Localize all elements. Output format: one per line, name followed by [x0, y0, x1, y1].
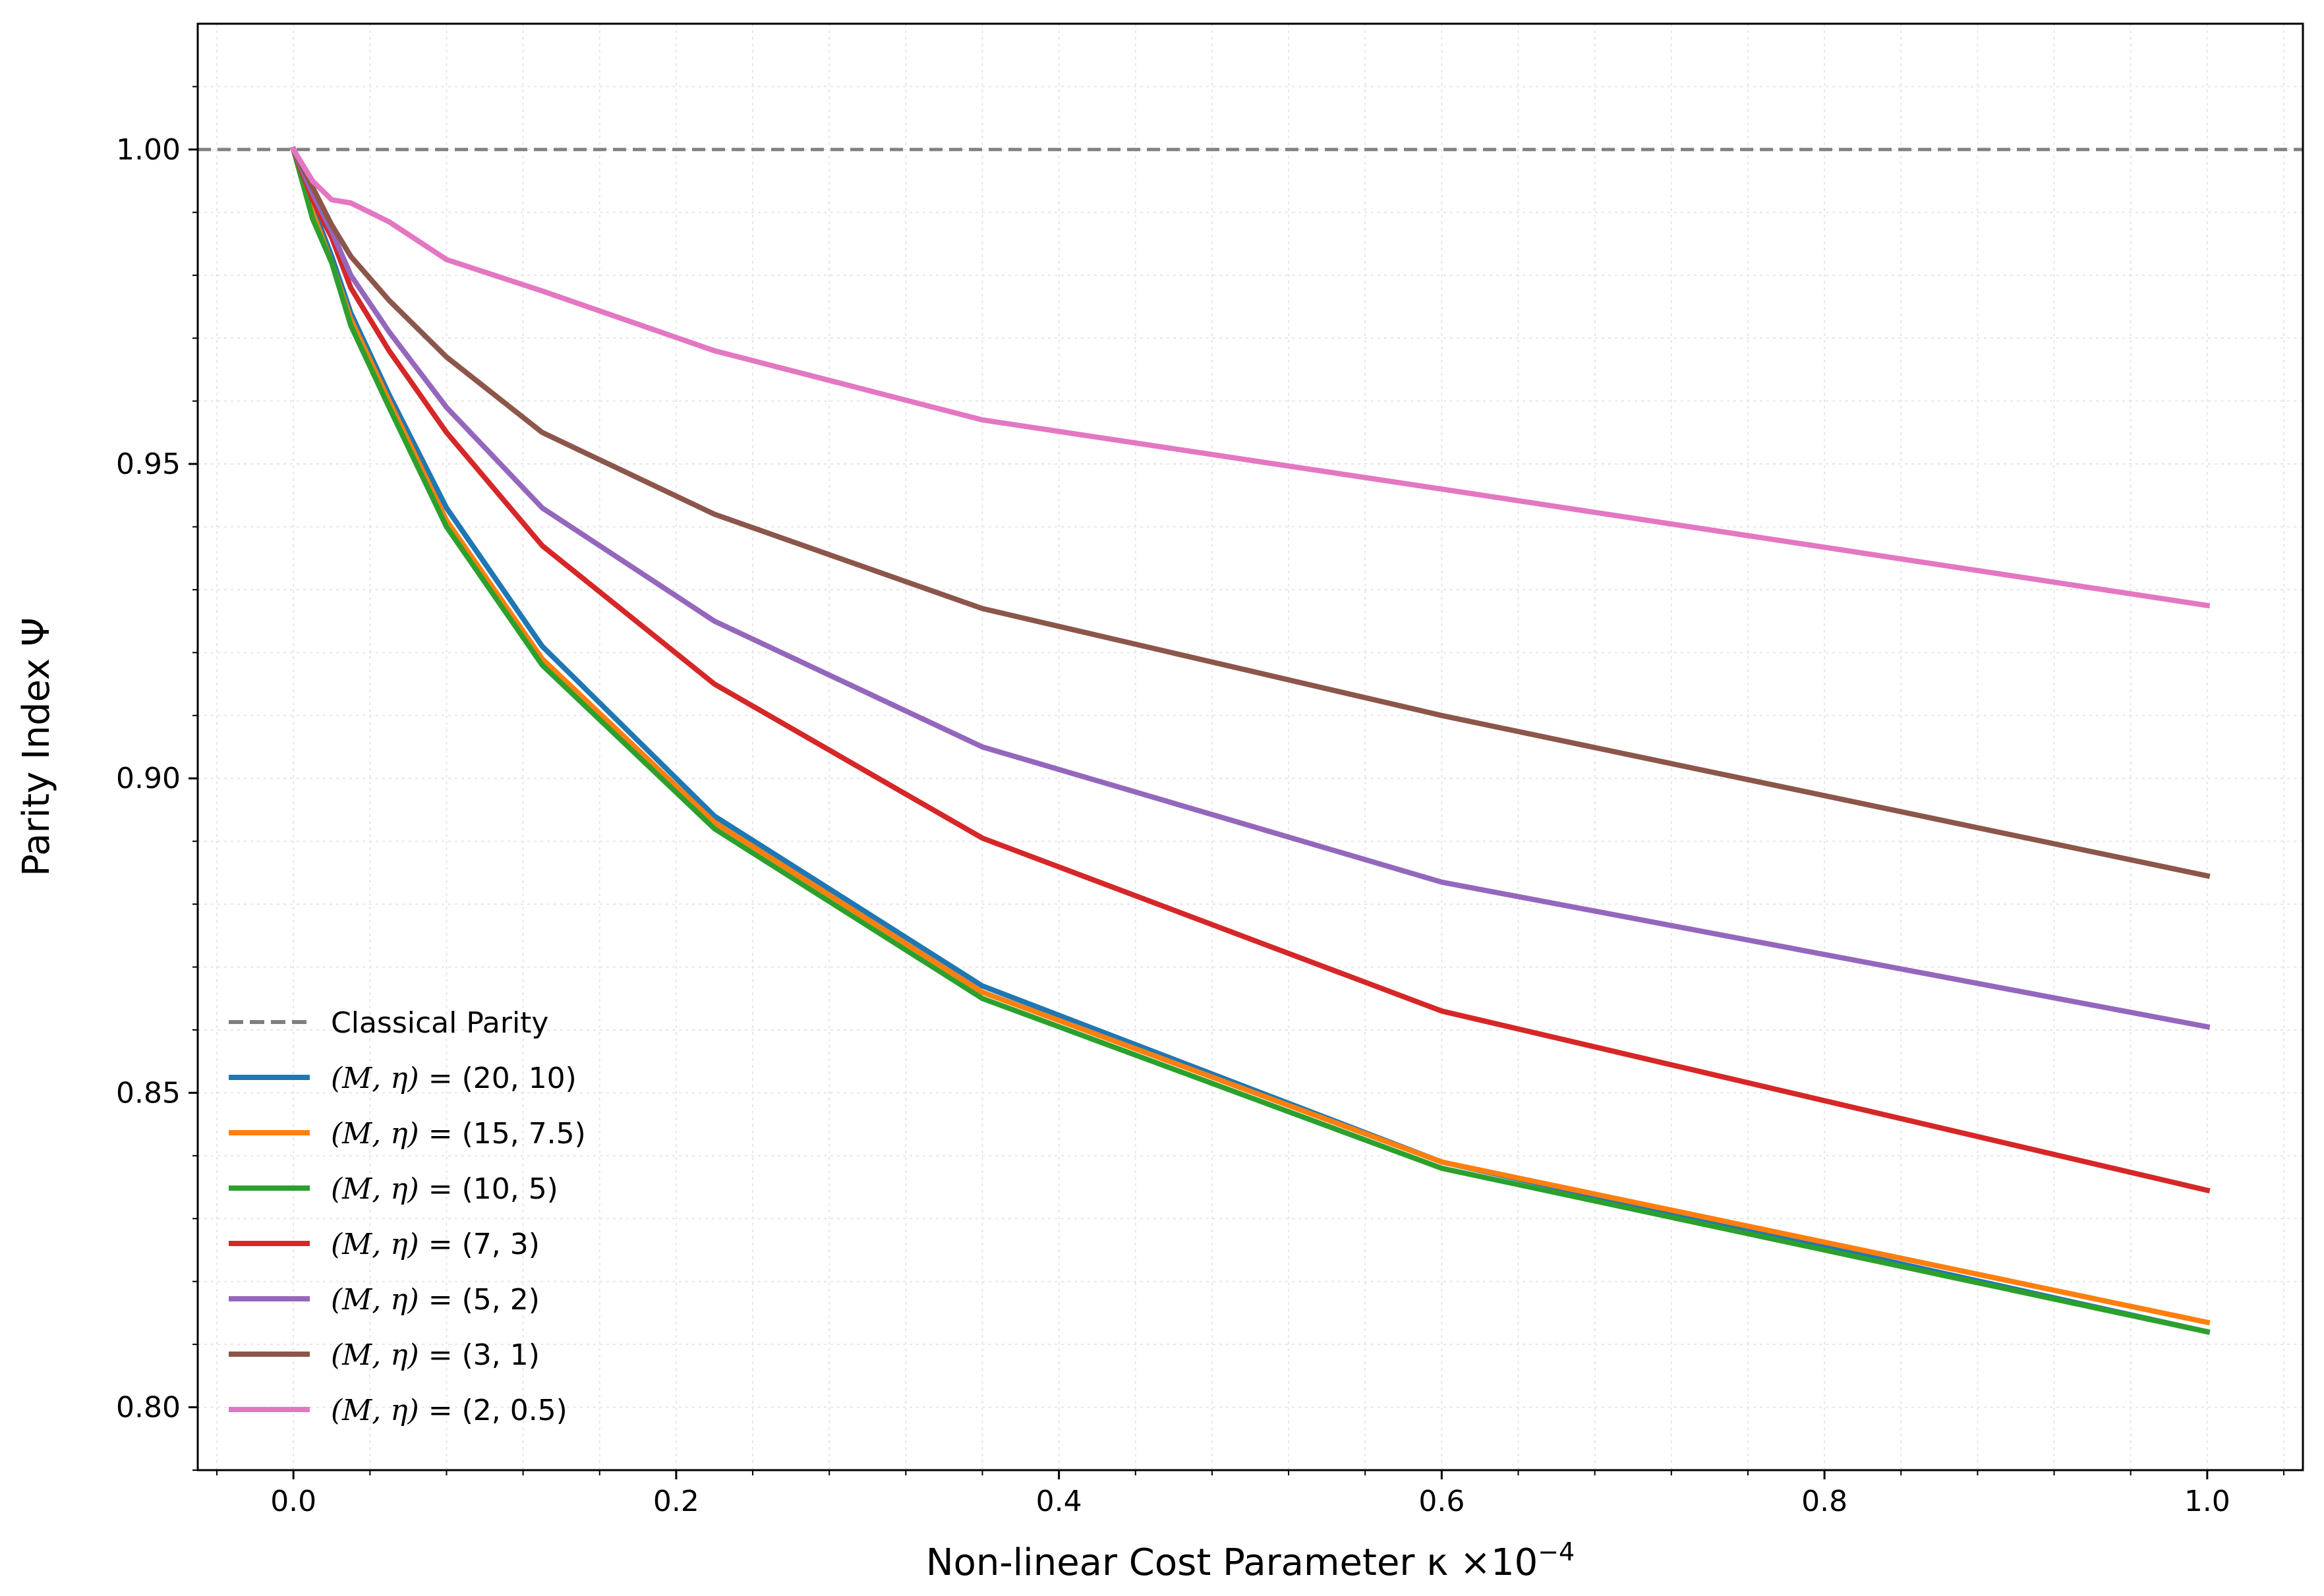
- legend-label-prefix: (M, η) =: [331, 1338, 462, 1372]
- x-tick-label: 1.0: [2184, 1485, 2230, 1518]
- series-line-4: [290, 146, 2211, 1194]
- y-tick-label: 0.80: [116, 1391, 181, 1425]
- series-line-7: [289, 146, 2211, 609]
- x-axis-title: Non-linear Cost Parameter κ ×10−4: [926, 1537, 1575, 1584]
- legend-label-prefix: (M, η) =: [331, 1283, 462, 1317]
- x-axis-ticks: 0.0 0.2 0.4 0.6 0.8 1.0: [216, 1470, 2284, 1518]
- legend-item-1: (M, η) = (20, 10): [229, 1062, 577, 1095]
- legend-label-value: (7, 3): [462, 1228, 540, 1261]
- legend-label-value: (20, 10): [462, 1062, 577, 1095]
- x-tick-label: 0.2: [653, 1485, 699, 1518]
- plot-area-frame: [196, 22, 2304, 1471]
- legend-label: (M, η) = (7, 3): [331, 1228, 540, 1261]
- x-axis-title-text: Non-linear Cost Parameter κ ×10: [926, 1541, 1538, 1584]
- x-tick-label: 0.0: [270, 1485, 316, 1518]
- x-axis-title-exponent: −4: [1538, 1537, 1575, 1566]
- legend-item-classical-parity: Classical Parity: [229, 1006, 548, 1040]
- legend-label: (M, η) = (10, 5): [331, 1172, 558, 1206]
- y-tick-label: 0.95: [116, 447, 181, 481]
- legend-item-7: (M, η) = (2, 0.5): [229, 1394, 567, 1427]
- y-tick-label: 0.90: [116, 762, 181, 795]
- legend-label-prefix: (M, η) =: [331, 1394, 462, 1427]
- legend-label-prefix: (M, η) =: [331, 1228, 462, 1261]
- legend-label: (M, η) = (15, 7.5): [331, 1117, 586, 1151]
- legend-label-prefix: (M, η) =: [331, 1117, 462, 1151]
- legend-label-value: (2, 0.5): [462, 1394, 567, 1427]
- legend-label-prefix: (M, η) =: [331, 1172, 462, 1206]
- legend-item-6: (M, η) = (3, 1): [229, 1338, 540, 1372]
- legend-label: (M, η) = (3, 1): [331, 1338, 540, 1372]
- legend-label-classical-parity: Classical Parity: [331, 1006, 548, 1040]
- legend-label-value: (15, 7.5): [462, 1117, 586, 1151]
- legend: Classical Parity (M, η) = (20, 10)(M, η)…: [229, 1006, 586, 1427]
- y-tick-label: 0.85: [116, 1076, 181, 1110]
- legend-label-prefix: (M, η) =: [331, 1062, 462, 1095]
- y-axis-ticks: 0.80 0.85 0.90 0.95 1.00: [116, 86, 198, 1471]
- legend-label-value: (10, 5): [462, 1172, 558, 1206]
- legend-item-3: (M, η) = (10, 5): [229, 1172, 558, 1206]
- series-line-3: [290, 146, 2211, 1335]
- legend-label: (M, η) = (2, 0.5): [331, 1394, 567, 1427]
- series-line-6: [289, 146, 2211, 879]
- legend-item-2: (M, η) = (15, 7.5): [229, 1117, 586, 1151]
- x-tick-label: 0.4: [1036, 1485, 1082, 1518]
- legend-item-5: (M, η) = (5, 2): [229, 1283, 540, 1317]
- series-lines: [289, 146, 2211, 1335]
- legend-label-value: (3, 1): [462, 1338, 540, 1372]
- y-tick-label: 1.00: [116, 133, 181, 167]
- x-tick-label: 0.8: [1801, 1485, 1847, 1518]
- series-line-5: [289, 146, 2211, 1030]
- legend-label-value: (5, 2): [462, 1283, 540, 1317]
- legend-item-4: (M, η) = (7, 3): [229, 1228, 540, 1261]
- x-tick-label: 0.6: [1418, 1485, 1465, 1518]
- y-axis-title: Parity Index Ψ: [15, 617, 58, 876]
- legend-label: (M, η) = (5, 2): [331, 1283, 540, 1317]
- legend-label: (M, η) = (20, 10): [331, 1062, 577, 1095]
